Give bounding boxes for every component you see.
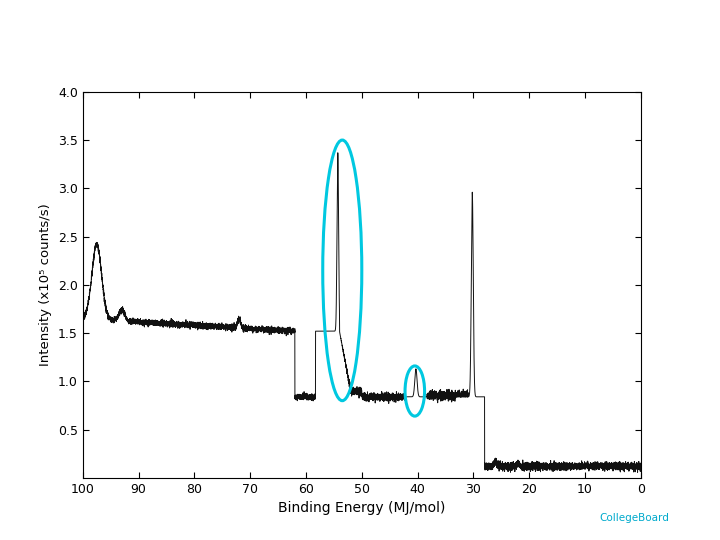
X-axis label: Binding Energy (MJ/mol): Binding Energy (MJ/mol) xyxy=(278,501,446,515)
Text: CollegeBoard: CollegeBoard xyxy=(600,512,670,523)
Text: AP: AP xyxy=(649,22,695,51)
Text: Mixtures of Elements: Mixtures of Elements xyxy=(16,24,348,52)
Y-axis label: Intensity (x10⁵ counts/s): Intensity (x10⁵ counts/s) xyxy=(40,204,53,366)
